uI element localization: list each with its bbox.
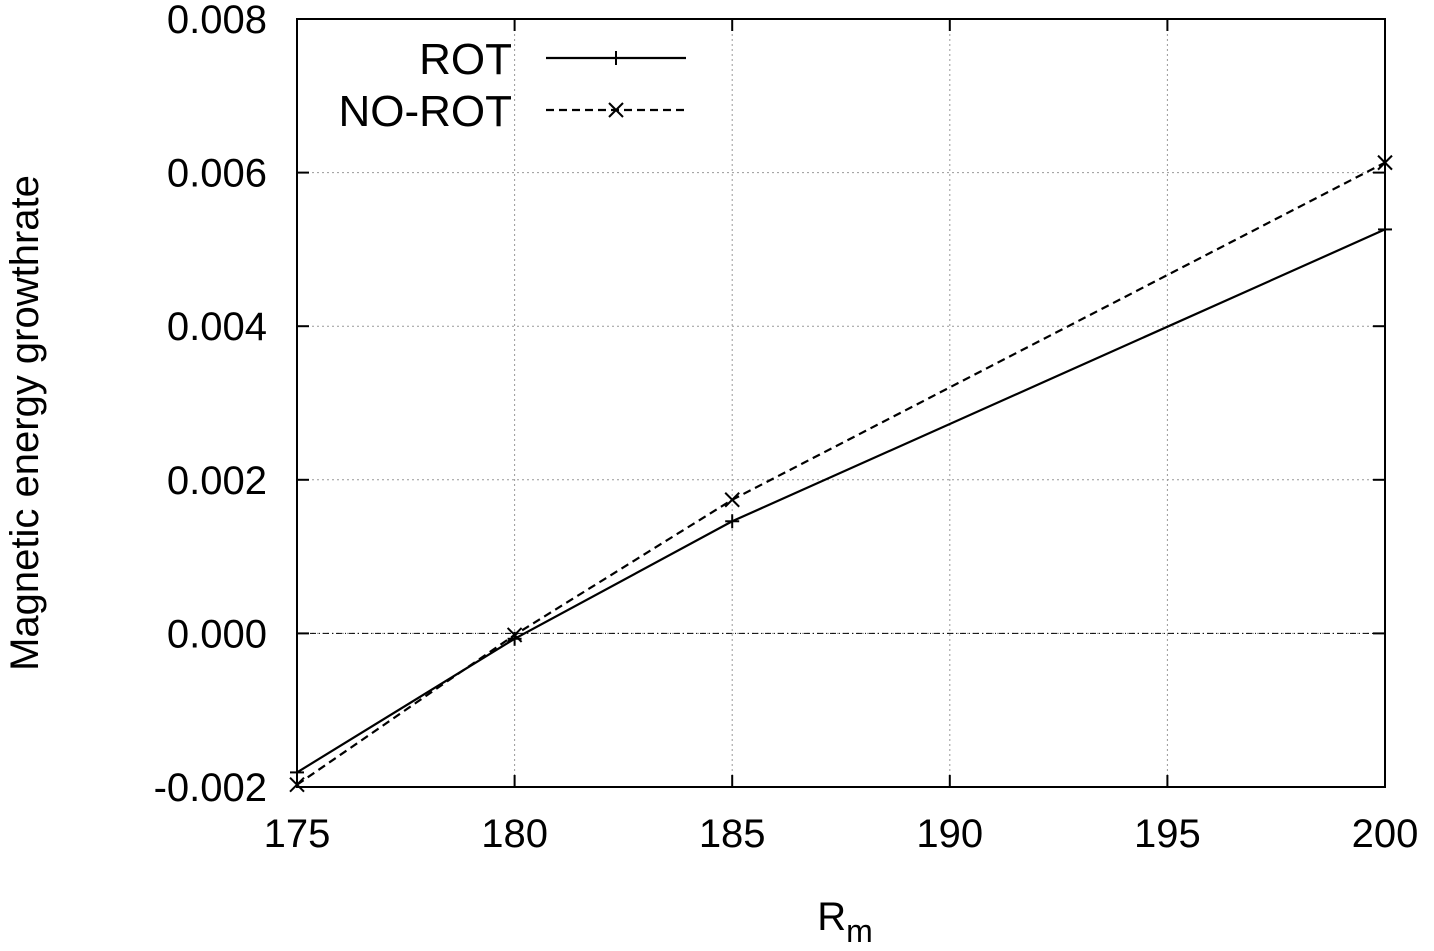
x-tick-label: 190 xyxy=(916,812,983,856)
plot-frame xyxy=(296,18,1386,788)
legend-marker xyxy=(609,51,623,65)
y-tick-label: 0.008 xyxy=(167,0,267,42)
series-line-rot xyxy=(296,228,1386,774)
y-axis-label: Magnetic energy growthrate xyxy=(3,175,47,671)
series-line-no-rot xyxy=(296,161,1386,786)
legend-marker xyxy=(608,102,624,118)
x-axis-label-main: R xyxy=(817,895,846,939)
series-rot xyxy=(290,222,1392,780)
series-layer xyxy=(289,154,1393,793)
x-tick-label: 185 xyxy=(699,812,766,856)
marker-stroke xyxy=(724,492,740,508)
y-tick-label: -0.002 xyxy=(154,766,267,810)
legend-label: ROT xyxy=(419,35,512,84)
data-point-no-rot xyxy=(506,627,523,643)
y-tick-label: 0.006 xyxy=(167,152,267,196)
data-point-rot xyxy=(725,514,740,529)
x-tick-label: 195 xyxy=(1134,812,1201,856)
x-tick-label: 200 xyxy=(1352,812,1419,856)
x-axis-label-subscript: m xyxy=(846,913,873,946)
marker-stroke xyxy=(506,627,523,643)
marker-stroke xyxy=(608,102,624,118)
x-axis-label: Rm xyxy=(817,895,873,946)
legend-item-no-rot: NO-ROT xyxy=(338,87,686,136)
data-point-no-rot xyxy=(724,492,740,508)
y-tick-label: 0.002 xyxy=(167,459,267,503)
legend-item-rot: ROT xyxy=(419,35,686,84)
x-tick-label: 175 xyxy=(264,812,331,856)
y-tick-label: 0.004 xyxy=(167,305,267,349)
x-tick-label: 180 xyxy=(481,812,548,856)
axis-ticks: 175 180 185 190 195 200 -0.002 0.000 0.002 0.004 0… xyxy=(154,0,1419,856)
y-tick-label: 0.000 xyxy=(167,612,267,656)
legend-label: NO-ROT xyxy=(338,87,512,136)
